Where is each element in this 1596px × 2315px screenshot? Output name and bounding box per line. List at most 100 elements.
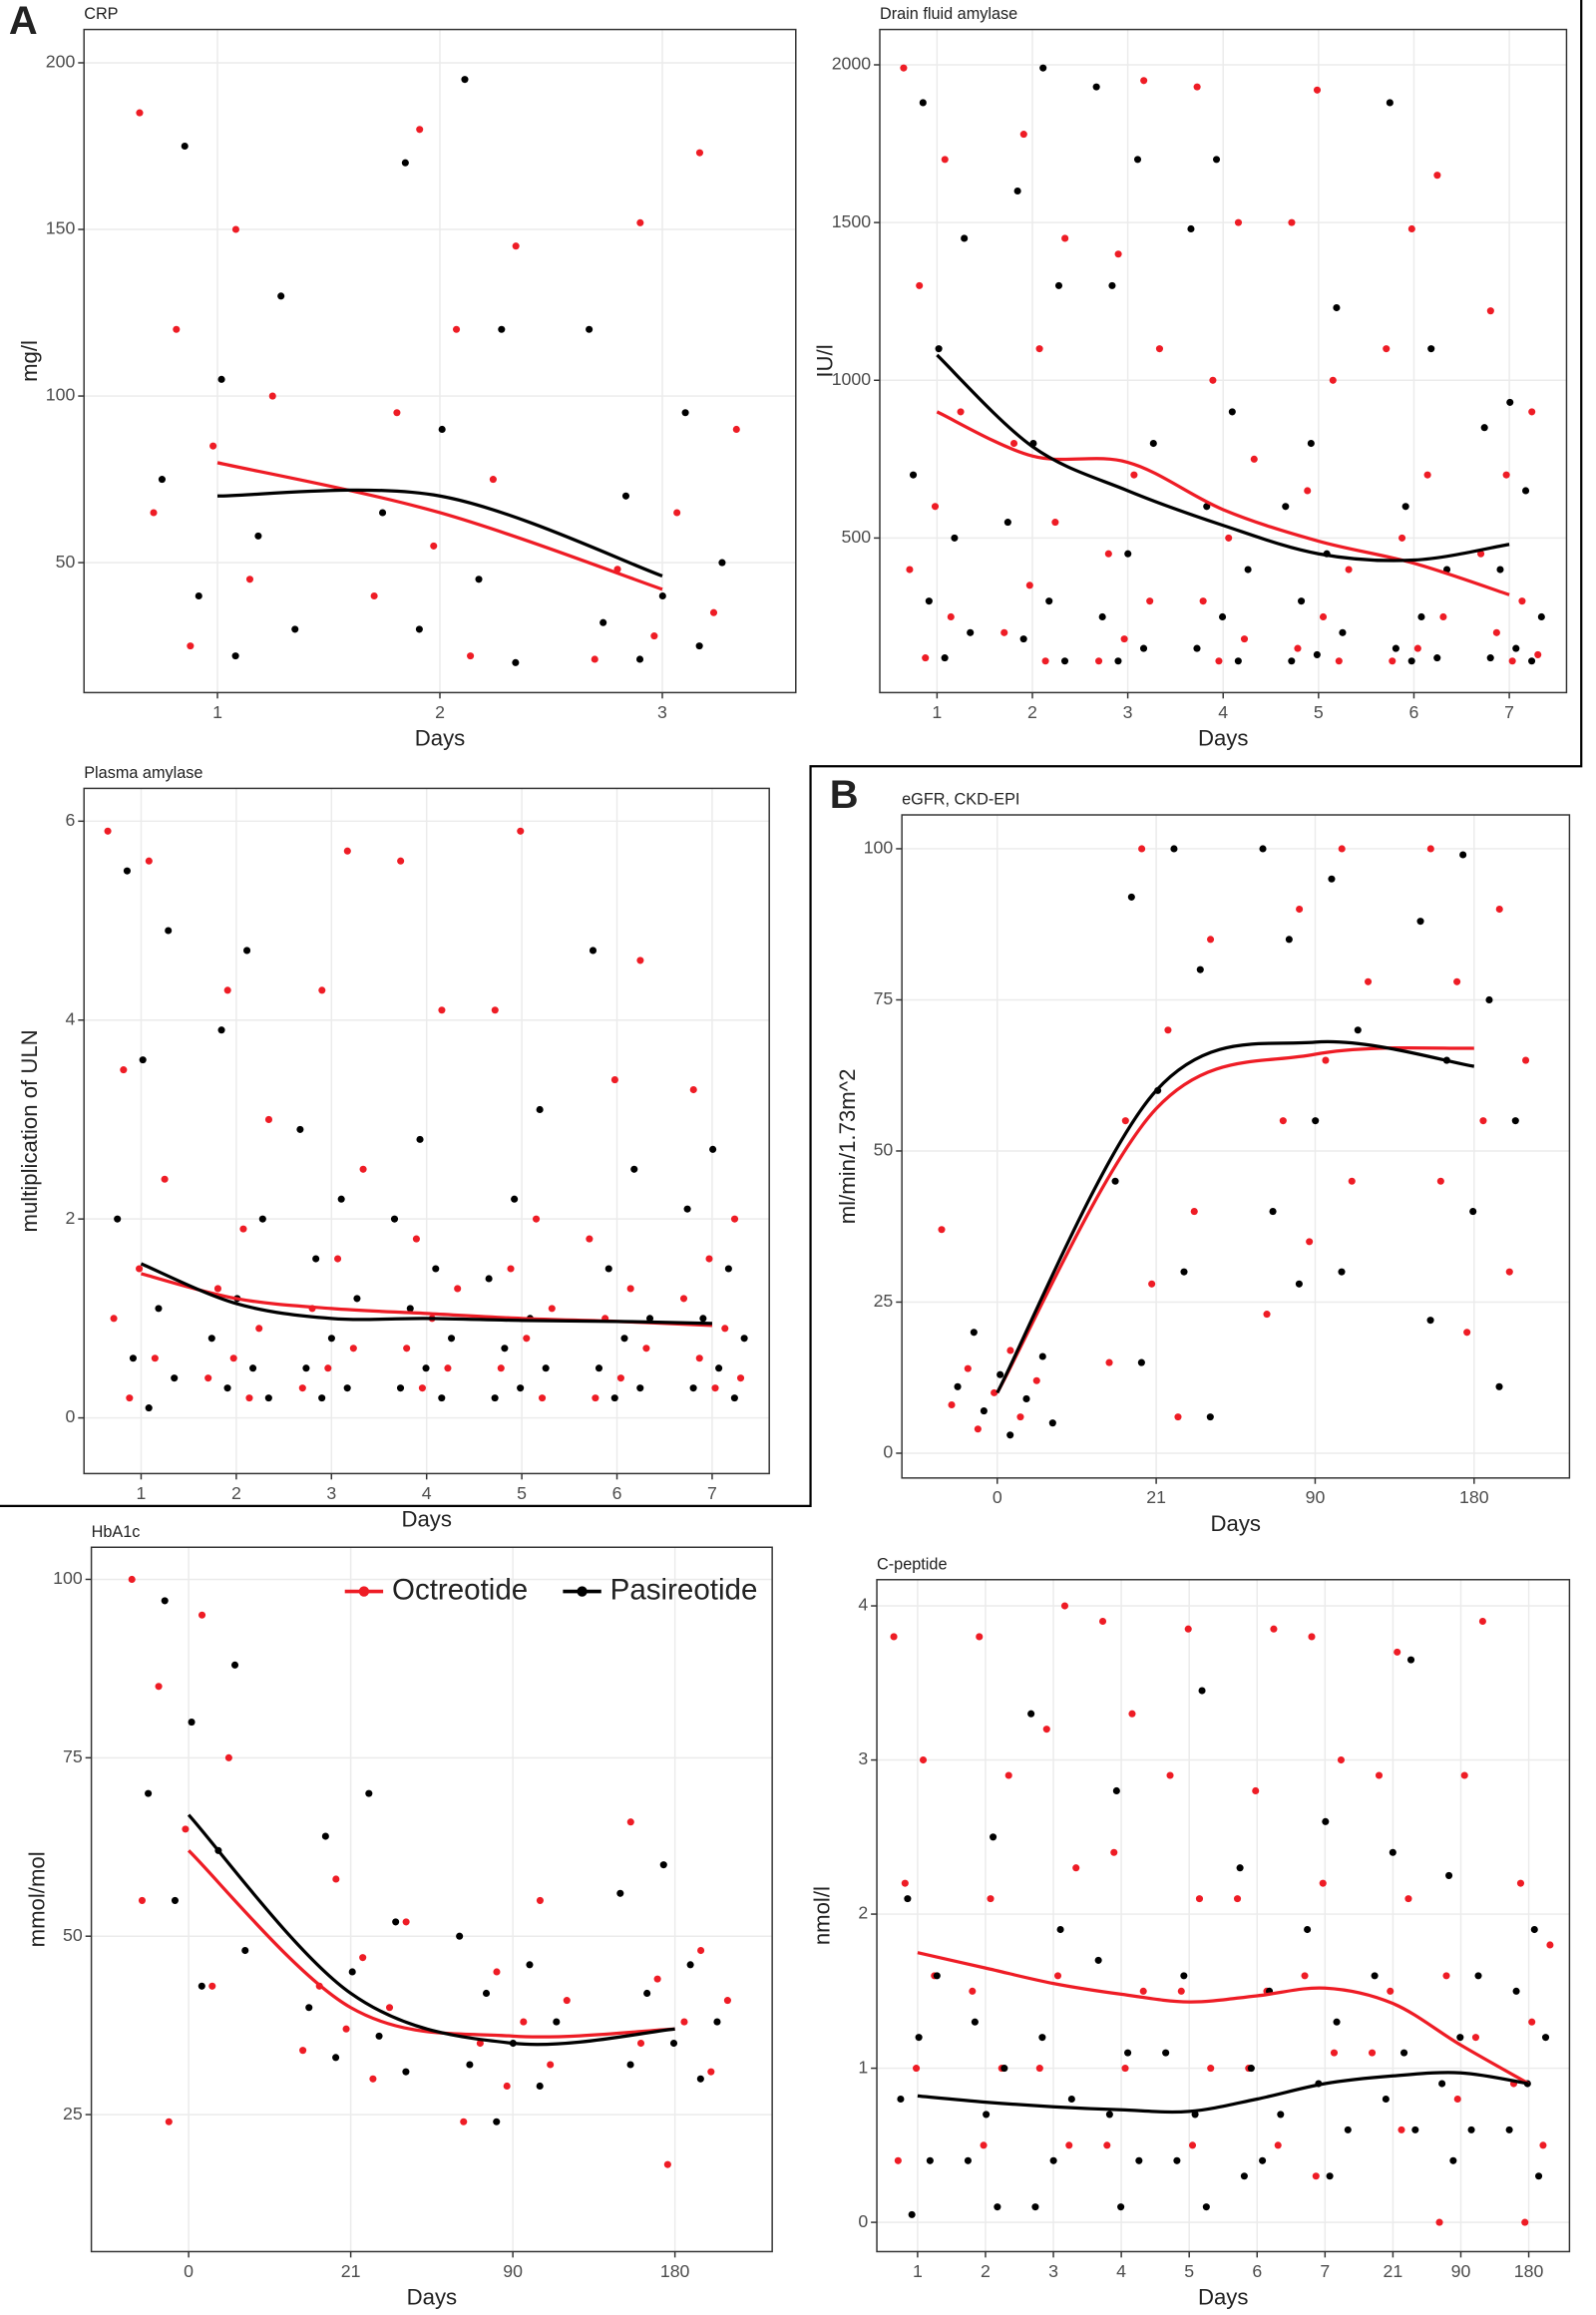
y-tick-label: 75: [63, 1746, 83, 1766]
data-point: [207, 1335, 215, 1343]
data-point: [721, 1325, 729, 1333]
data-point: [947, 612, 955, 621]
data-point: [636, 218, 644, 226]
data-point: [1279, 1117, 1287, 1125]
data-point: [1111, 1177, 1119, 1185]
data-point: [1348, 1177, 1356, 1185]
data-point: [1463, 1329, 1471, 1337]
data-point: [650, 632, 658, 640]
data-point: [1319, 1879, 1327, 1887]
data-point: [536, 1896, 544, 1904]
data-point: [204, 1374, 212, 1382]
data-point: [359, 1954, 367, 1962]
y-tick-label: 200: [46, 52, 76, 72]
data-point: [485, 1275, 493, 1283]
chart-title: C-peptide: [877, 1555, 947, 1573]
data-point: [991, 1388, 998, 1396]
y-axis-title: mmol/mol: [24, 1851, 49, 1947]
data-point: [901, 1879, 909, 1887]
legend-label: Octreotide: [392, 1573, 528, 1606]
data-point: [243, 947, 251, 955]
data-point: [1469, 1208, 1477, 1216]
data-point: [512, 242, 520, 250]
data-point: [1423, 471, 1431, 479]
data-point: [1502, 471, 1510, 479]
data-point: [466, 2061, 474, 2069]
data-point: [1140, 77, 1148, 85]
data-point: [1307, 439, 1315, 448]
data-point: [592, 1394, 599, 1402]
data-point: [1252, 1786, 1260, 1794]
x-tick-label: 5: [517, 1483, 527, 1503]
data-point: [353, 1295, 361, 1303]
data-point: [1270, 1625, 1278, 1633]
x-tick-label: 7: [1320, 2261, 1330, 2281]
data-point: [402, 1918, 410, 1926]
data-point: [1045, 597, 1053, 605]
data-point: [695, 642, 703, 650]
data-point: [396, 1384, 405, 1392]
data-point: [1042, 1726, 1050, 1734]
data-point: [904, 1895, 912, 1903]
panel-label: B: [830, 773, 859, 817]
data-point: [512, 658, 520, 666]
trend-line: [187, 1849, 675, 2039]
data-point: [145, 1404, 153, 1412]
data-point: [1453, 2095, 1461, 2104]
data-point: [393, 409, 401, 417]
data-point: [1114, 657, 1122, 665]
x-tick-label: 2: [1027, 702, 1037, 722]
data-point: [536, 2082, 544, 2091]
data-point: [948, 1400, 956, 1409]
data-point: [1474, 1972, 1482, 1980]
data-point: [916, 281, 924, 289]
x-tick-label: 1: [932, 702, 942, 722]
data-point: [1522, 1056, 1530, 1064]
data-point: [1337, 1756, 1345, 1764]
data-point: [1019, 131, 1027, 139]
y-tick-label: 0: [858, 2211, 868, 2231]
data-point: [1296, 906, 1304, 914]
data-point: [686, 1961, 694, 1969]
data-point: [1006, 1347, 1014, 1354]
data-point: [1193, 83, 1201, 91]
data-point: [1004, 1771, 1012, 1779]
data-point: [964, 2156, 972, 2164]
data-point: [412, 1235, 420, 1243]
data-point: [1394, 1648, 1401, 1656]
data-point: [1139, 644, 1148, 652]
data-point: [1180, 1972, 1188, 1980]
plot-background: [877, 1579, 1570, 2252]
data-point: [1546, 1941, 1554, 1949]
data-point: [1025, 581, 1033, 589]
data-point: [165, 927, 173, 935]
data-point: [1478, 1617, 1486, 1626]
data-point: [1051, 519, 1059, 527]
data-point: [1124, 2049, 1132, 2057]
data-point: [1038, 1352, 1046, 1360]
data-point: [1277, 2111, 1285, 2119]
data-point: [536, 1105, 544, 1114]
data-point: [401, 159, 409, 167]
data-point: [1166, 1771, 1174, 1779]
data-point: [1486, 307, 1494, 315]
data-point: [1117, 2203, 1125, 2211]
data-point: [460, 2118, 468, 2125]
data-point: [517, 1384, 525, 1392]
data-point: [894, 2156, 902, 2164]
data-point: [1092, 83, 1100, 91]
data-point: [1065, 2141, 1073, 2149]
data-point: [1103, 2141, 1111, 2149]
data-point: [1130, 471, 1138, 479]
data-point: [1535, 2172, 1543, 2180]
data-point: [217, 1026, 225, 1034]
plot-frame: [879, 28, 1568, 694]
data-point: [1392, 644, 1399, 652]
data-point: [231, 225, 239, 233]
data-point: [1479, 1117, 1487, 1125]
data-point: [277, 292, 285, 300]
data-point: [187, 642, 195, 650]
data-point: [181, 142, 189, 151]
data-point: [291, 625, 299, 633]
data-point: [406, 1305, 414, 1313]
